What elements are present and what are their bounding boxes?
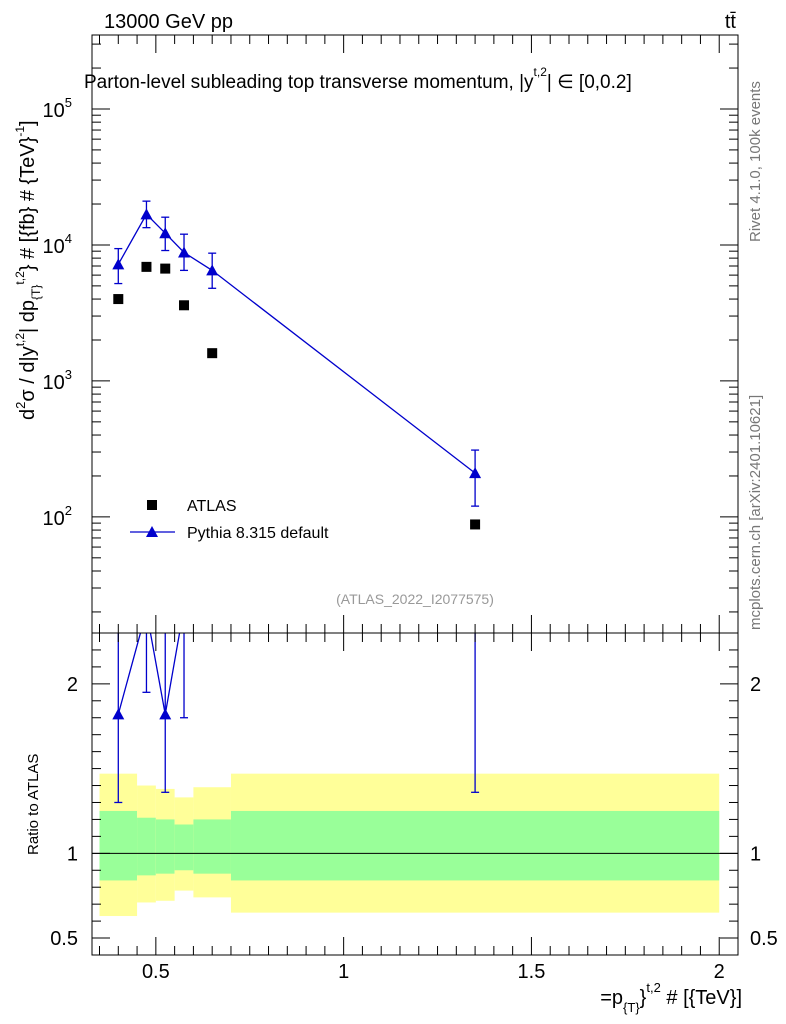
legend-atlas-label: ATLAS [187, 498, 237, 515]
mc-error-bars [114, 200, 480, 507]
ratio-point [469, 612, 481, 623]
ratio-y-tick-label: 0.5 [50, 928, 78, 950]
atlas-point [207, 348, 218, 359]
main-y-axis-label: d2σ / d|yt,2| dp{T}t,2} # [{fb} # {TeV}-… [13, 120, 43, 420]
ratio-y-tick-label-right: 2 [750, 674, 761, 696]
ratio-y-axis-label: Ratio to ATLAS [25, 754, 42, 855]
legend: ATLAS Pythia 8.315 default [130, 498, 329, 542]
rivet-label: Rivet 4.1.0, 100k events [747, 81, 764, 242]
mc-point [159, 227, 172, 239]
ratio-y-tick-label-right: 0.5 [750, 928, 778, 950]
atlas-point [141, 261, 152, 272]
x-tick-label: 1 [338, 961, 349, 983]
atlas-markers [113, 261, 481, 530]
ratio-frame [91, 632, 739, 956]
legend-mc-label: Pythia 8.315 default [187, 525, 329, 542]
ratio-band-green [155, 819, 175, 874]
atlas-point [160, 263, 171, 274]
ratio-point [140, 605, 152, 616]
mc-point [469, 467, 482, 479]
main-axis-ticks [92, 35, 738, 633]
ratio-mc-series [112, 602, 481, 804]
ratio-band-green [230, 810, 720, 881]
process-label: tt̄ [725, 11, 737, 33]
legend-atlas-marker [147, 500, 157, 510]
x-tick-label: 2 [714, 961, 725, 983]
ratio-point [178, 602, 190, 613]
x-axis-label: =p{T}}t,2 # [{TeV}] [600, 980, 742, 1015]
ratio-y-tick-label: 2 [67, 674, 78, 696]
x-tick-label: 0.5 [142, 961, 170, 983]
atlas-point [179, 300, 190, 311]
ratio-panel: 0.5 0.5 1 1 2 2 0.5 1 1.5 2 Ratio to ATLAS =p{T}… [25, 602, 778, 1015]
mc-point [140, 208, 153, 220]
ratio-band-green [99, 810, 138, 881]
ratio-band-green [137, 817, 156, 876]
main-frame [91, 34, 739, 634]
atlas-point [113, 294, 124, 305]
mc-point [206, 264, 219, 276]
plot-title: Parton-level subleading top transverse m… [84, 65, 632, 93]
x-tick-labels: 0.5 1 1.5 2 [142, 961, 725, 983]
ratio-y-tick-labels: 0.5 0.5 1 1 2 2 [50, 674, 778, 950]
plot-title-sup: t,2 [534, 65, 548, 79]
source-label: mcplots.cern.ch [arXiv:2401.10621] [747, 395, 764, 630]
main-y-tick-label: 103 [43, 367, 72, 394]
main-panel: 102 103 104 105 Parton-level subleading top… [13, 34, 739, 634]
plot-title-tail: | ∈ [0,0.2] [547, 72, 632, 93]
plot-title-main: Parton-level subleading top transverse m… [84, 72, 534, 93]
ratio-uncertainty-bands [99, 773, 720, 917]
ratio-y-tick-label-right: 1 [750, 843, 761, 865]
atlas-point [470, 519, 481, 530]
legend-mc-marker [146, 526, 158, 537]
ratio-y-tick-label: 1 [67, 843, 78, 865]
main-y-tick-labels: 102 103 104 105 [43, 95, 72, 530]
ratio-axis-ticks [92, 633, 738, 955]
ratio-series-line [117, 633, 181, 715]
mc-markers [112, 208, 482, 479]
energy-label: 13000 GeV pp [104, 11, 233, 33]
ratio-band-green [193, 819, 231, 874]
analysis-label: (ATLAS_2022_I2077575) [336, 591, 494, 607]
mc-point [112, 258, 125, 270]
ratio-band-green [174, 824, 194, 871]
mc-point [178, 246, 191, 258]
main-y-tick-label: 105 [43, 95, 72, 122]
main-y-tick-label: 104 [43, 231, 72, 258]
x-tick-label: 1.5 [518, 961, 546, 983]
mc-series-line [117, 213, 476, 474]
main-y-tick-label: 102 [43, 503, 72, 530]
